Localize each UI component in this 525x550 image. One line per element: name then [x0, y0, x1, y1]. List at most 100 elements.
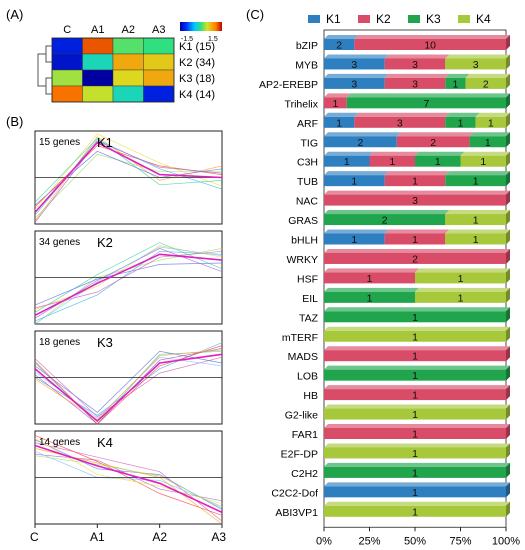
legend-swatch-k4: [458, 15, 470, 23]
category-label: AP2-EREBP: [259, 79, 318, 91]
segment-top: [445, 54, 510, 59]
bar-side: [506, 404, 510, 420]
segment-top: [384, 54, 450, 59]
heatmap-row-label: K1 (15): [179, 41, 215, 53]
heatmap-row-label: K2 (34): [179, 57, 215, 69]
segment-value-label: 1: [367, 273, 373, 285]
segment-value-label: 2: [382, 215, 388, 227]
segment-top: [465, 73, 510, 78]
segment-top: [445, 73, 470, 78]
segment-k1: [324, 58, 385, 70]
segment-value-label: 3: [412, 59, 418, 71]
segment-value-label: 1: [480, 156, 486, 168]
c-xtick-label: 25%: [358, 535, 380, 547]
segment-value-label: 2: [483, 78, 489, 90]
bar-bzip: 2 10: [324, 35, 510, 52]
bar-side: [506, 287, 510, 303]
category-label: TIG: [301, 137, 319, 149]
heatmap-cell: [112, 85, 144, 103]
segment-top: [324, 385, 510, 390]
category-label: TUB: [297, 176, 318, 188]
bar-g2-like: 1: [324, 404, 510, 421]
segment-k3: [324, 369, 506, 381]
segment-top: [384, 73, 450, 78]
segment-k4: [465, 77, 506, 89]
segment-k2: [324, 252, 506, 264]
segment-value-label: 1: [412, 409, 418, 421]
b-xtick-label: A1: [90, 530, 105, 544]
segment-k2: [324, 272, 415, 284]
segment-top: [475, 112, 510, 117]
segment-value-label: 2: [430, 137, 436, 149]
bar-side: [506, 365, 510, 381]
gene-profile-line: [34, 262, 223, 306]
segment-k4: [324, 408, 506, 420]
segment-k3: [415, 155, 461, 167]
segment-k3: [445, 77, 466, 89]
segment-value-label: 3: [412, 195, 418, 207]
segment-top: [396, 132, 474, 137]
segment-value-label: 1: [412, 448, 418, 460]
segment-value-label: 3: [351, 78, 357, 90]
segment-value-label: 1: [412, 506, 418, 518]
segment-value-label: 1: [412, 467, 418, 479]
bar-side: [506, 132, 510, 148]
segment-value-label: 1: [453, 78, 459, 90]
segment-k2: [384, 175, 446, 187]
cluster-genes-label: 34 genes: [39, 237, 80, 248]
segment-value-label: 1: [351, 176, 357, 188]
segment-top: [324, 73, 389, 78]
heatmap-cell: [112, 53, 144, 71]
heatmap-cell: [82, 37, 114, 55]
bar-c2c2-dof: 1: [324, 482, 510, 499]
segment-k1: [324, 155, 370, 167]
segment-top: [445, 229, 510, 234]
segment-value-label: 10: [424, 40, 436, 52]
segment-value-label: 3: [412, 78, 418, 90]
cluster-genes-label: 18 genes: [39, 337, 80, 348]
segment-k2: [384, 233, 446, 245]
bar-side: [506, 151, 510, 167]
segment-k3: [346, 97, 506, 109]
segment-top: [324, 424, 510, 428]
bar-wrky: 2: [324, 248, 510, 265]
segment-value-label: 1: [485, 137, 491, 149]
b-xtick-label: A3: [211, 530, 226, 544]
cluster-panel-k3: 18 genes K3: [34, 330, 223, 425]
segment-top: [324, 443, 510, 448]
segment-k4: [460, 155, 506, 167]
heatmap-dendrogram: [37, 45, 52, 95]
segment-k3: [324, 466, 506, 478]
bar-taz: 1: [324, 307, 510, 324]
segment-value-label: 1: [458, 292, 464, 304]
cluster-panel-k2: 34 genes K2: [34, 230, 223, 325]
segment-k3: [324, 214, 446, 226]
legend-label-k3: K3: [426, 12, 441, 26]
category-label: mTERF: [282, 332, 318, 344]
c-xtick-label: 50%: [404, 535, 426, 547]
segment-value-label: 1: [412, 331, 418, 343]
panel-c-label: (C): [246, 7, 264, 22]
category-label: WRKY: [287, 254, 319, 266]
heatmap-col-label: C: [63, 24, 71, 36]
cluster-name-label: K4: [97, 435, 113, 450]
category-label: C3H: [297, 157, 318, 169]
segment-k3: [324, 291, 415, 303]
segment-top: [324, 404, 510, 409]
segment-k4: [415, 272, 506, 284]
gene-profile-line: [34, 345, 223, 425]
bar-side: [506, 326, 510, 342]
segment-top: [445, 112, 480, 117]
segment-k1: [324, 39, 355, 50]
segment-k4: [445, 58, 506, 70]
segment-value-label: 1: [412, 234, 418, 246]
heatmap-cell: [112, 69, 144, 87]
segment-top: [324, 112, 359, 117]
bar-side: [506, 54, 510, 70]
segment-top: [324, 35, 359, 39]
segment-top: [324, 132, 401, 137]
bar-myb: 3 3 3: [324, 54, 510, 71]
